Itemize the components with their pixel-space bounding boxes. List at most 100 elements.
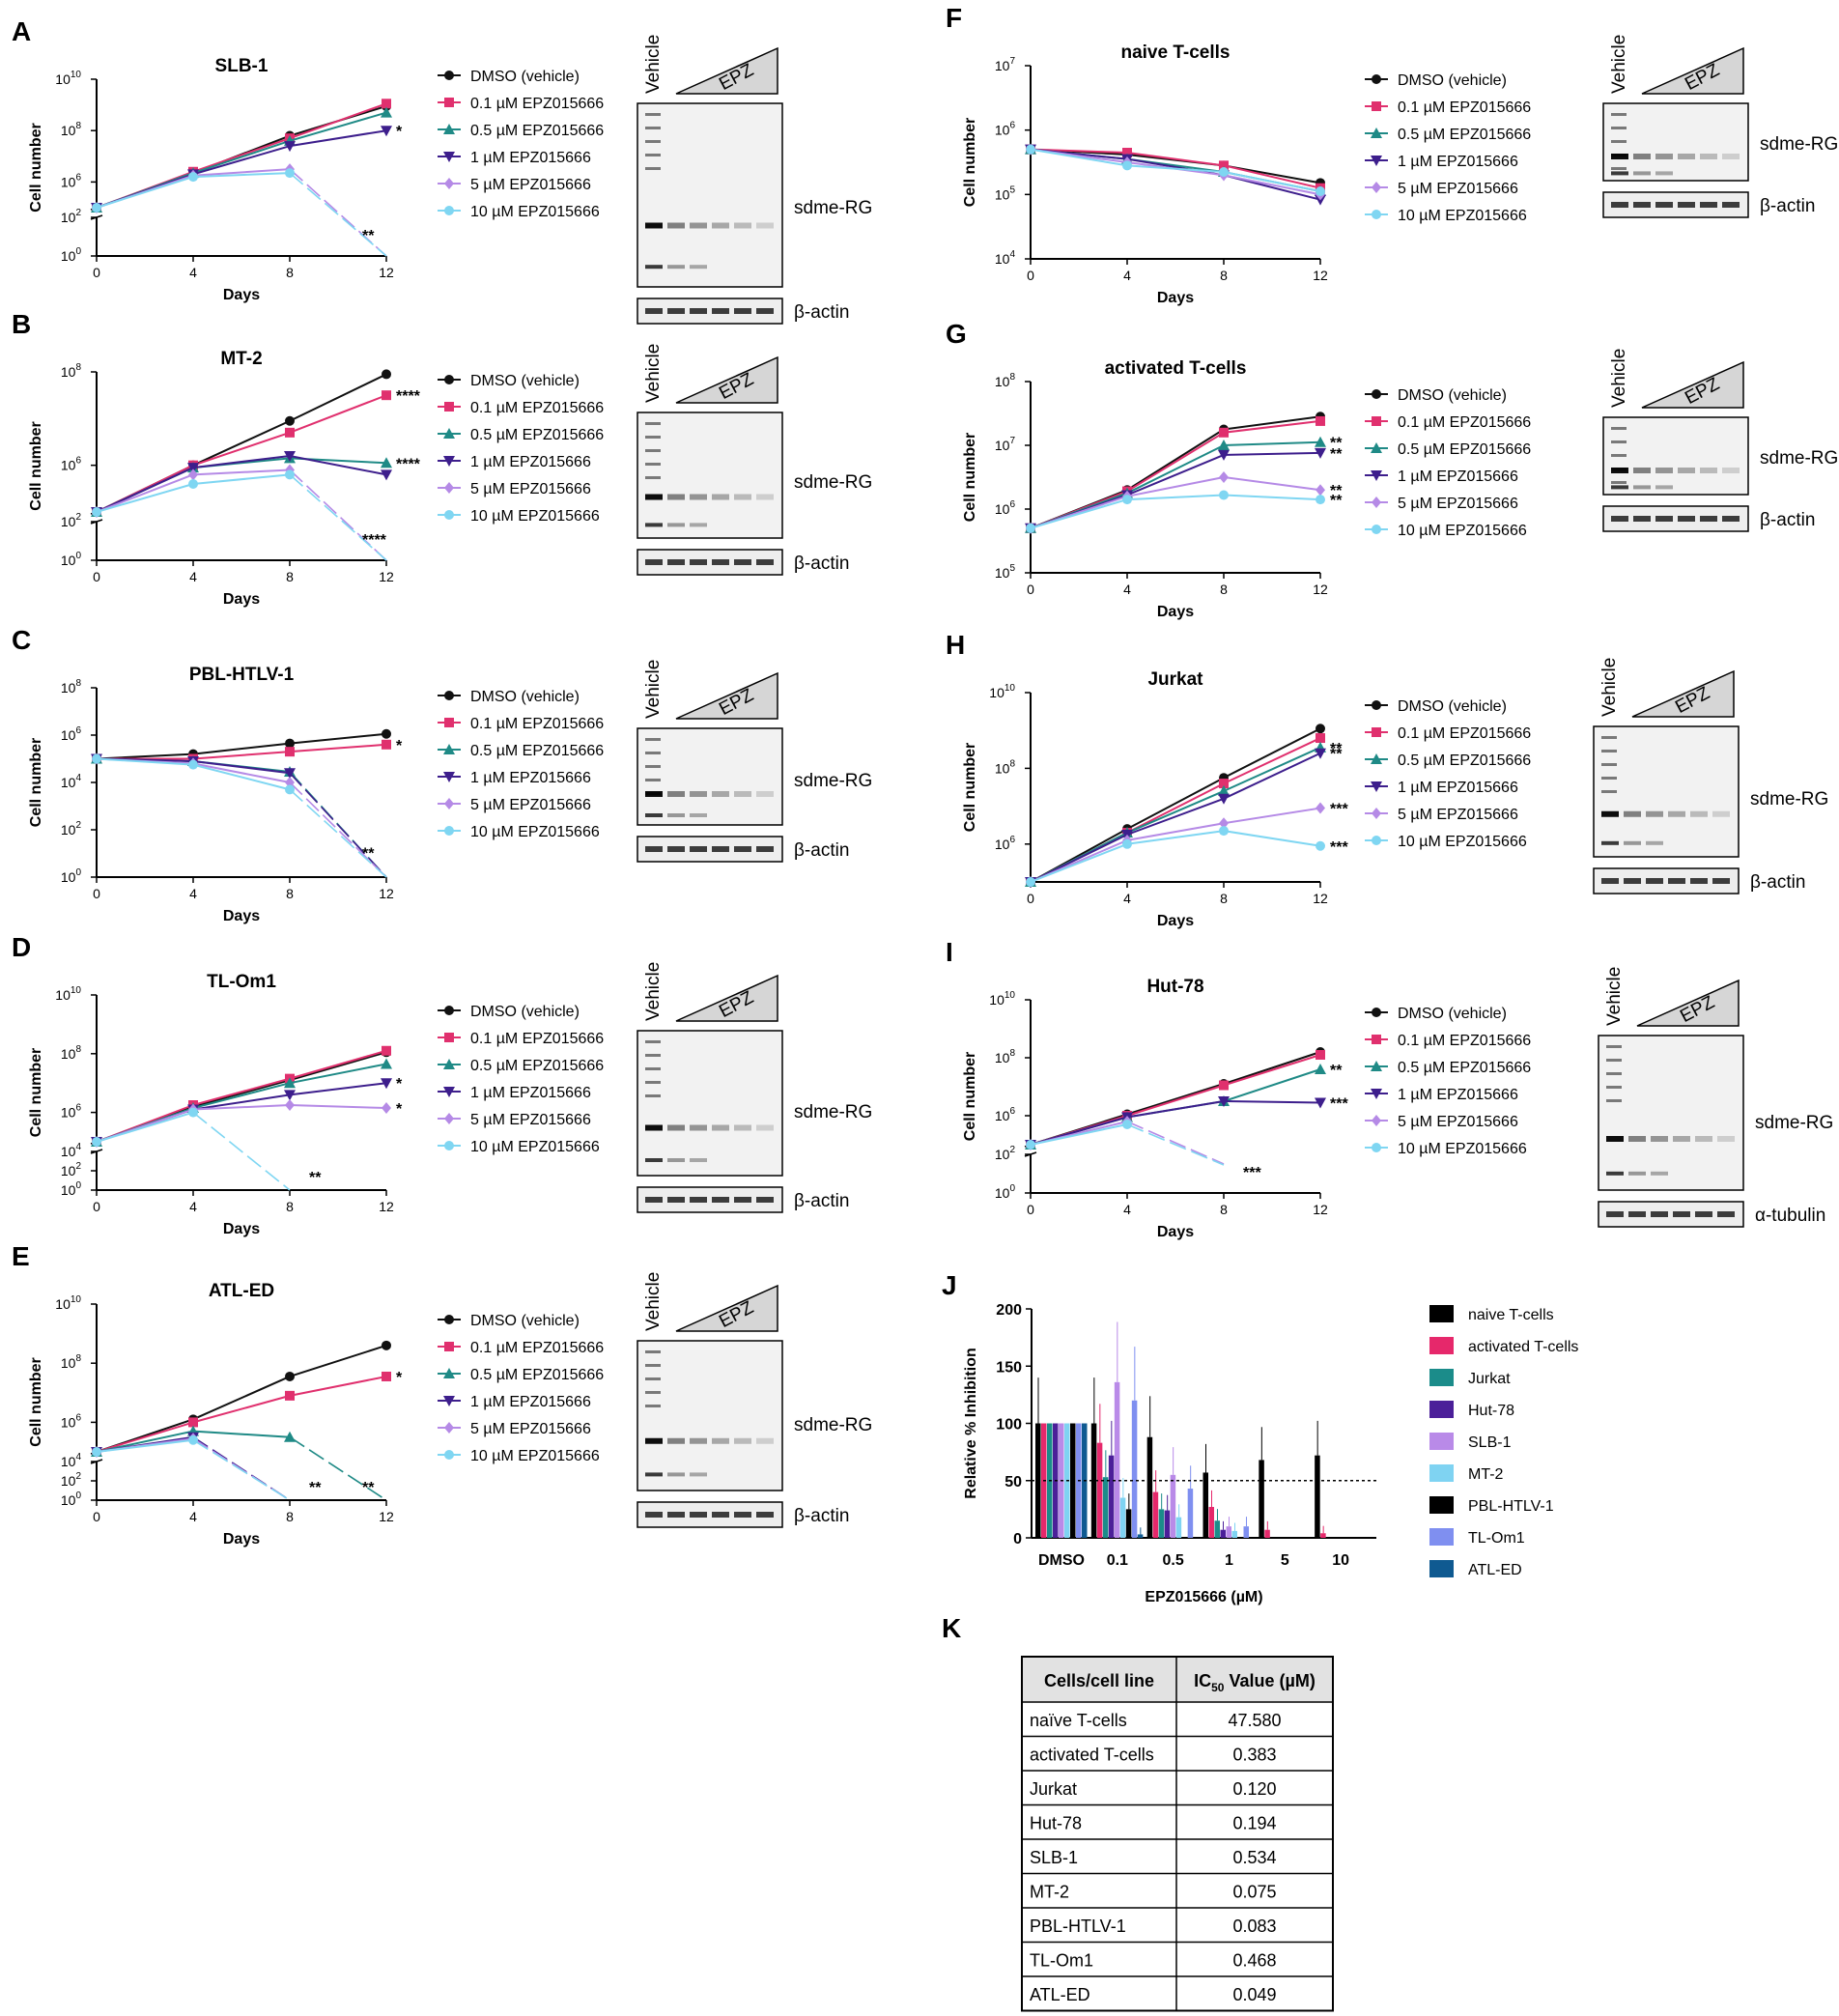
data-point xyxy=(1122,1120,1132,1129)
bar xyxy=(1243,1526,1249,1538)
legend-marker xyxy=(444,206,454,215)
legend-marker xyxy=(1372,525,1381,534)
y-tick-label: 105 xyxy=(995,563,1016,581)
significance-mark: ** xyxy=(309,1480,322,1496)
y-tick-label-exp: 10 xyxy=(71,70,82,80)
blot-band xyxy=(690,494,707,500)
x-tick-label: 4 xyxy=(189,886,197,901)
legend-marker xyxy=(1372,416,1381,426)
legend-swatch xyxy=(1429,1560,1454,1577)
blot-band2-label: β-actin xyxy=(794,1506,849,1526)
legend-swatch xyxy=(1429,1305,1454,1322)
legend-label: DMSO (vehicle) xyxy=(1398,72,1507,89)
blot-band xyxy=(645,1094,661,1097)
legend-label: DMSO (vehicle) xyxy=(470,1313,580,1329)
panel-title: Jurkat xyxy=(1147,669,1203,690)
series-line xyxy=(289,111,387,142)
blot-band xyxy=(645,792,661,795)
y-tick-label-exp: 7 xyxy=(1009,436,1015,446)
blot-control-band xyxy=(734,846,751,852)
table-cell-value: 47.580 xyxy=(1228,1711,1281,1730)
blot-control-band xyxy=(1624,878,1641,884)
blot-band xyxy=(645,127,661,129)
legend-swatch xyxy=(1429,1337,1454,1354)
y-tick-label-base: 10 xyxy=(61,248,76,264)
blot-band xyxy=(1633,468,1651,473)
x-tick-label: 0 xyxy=(1027,1202,1034,1217)
blot-band xyxy=(1633,154,1651,159)
x-axis-label: Days xyxy=(223,1221,260,1237)
y-tick-label: 100 xyxy=(61,551,82,568)
y-axis-label: Cell number xyxy=(28,421,44,510)
legend-marker xyxy=(1371,781,1382,792)
series-line xyxy=(1126,494,1225,501)
table-cell-name: Jurkat xyxy=(1030,1779,1077,1799)
blot-band xyxy=(1611,481,1627,484)
x-tick-label: 0 xyxy=(93,1509,100,1524)
y-tick-label-base: 10 xyxy=(61,553,76,568)
legend-label: activated T-cells xyxy=(1468,1339,1578,1355)
y-tick-label-exp: 8 xyxy=(1009,1048,1015,1059)
y-tick-label-exp: 8 xyxy=(75,1353,81,1364)
significance-mark: ** xyxy=(1330,483,1343,499)
y-tick-label: 100 xyxy=(995,1183,1016,1201)
legend-label: 10 µM EPZ015666 xyxy=(1398,834,1527,850)
y-tick-label: 106 xyxy=(995,499,1016,517)
data-point xyxy=(382,1340,391,1350)
x-tick-label: DMSO xyxy=(1038,1552,1085,1569)
x-tick-label: 0 xyxy=(1027,582,1034,597)
series-line xyxy=(1126,790,1225,834)
blot-band2-label: β-actin xyxy=(794,1191,849,1211)
blot-band xyxy=(645,1437,663,1444)
x-tick-label: 0 xyxy=(93,1199,100,1214)
epz-gradient-wedge xyxy=(675,355,778,404)
y-tick-label: 106 xyxy=(61,172,82,189)
blot-band xyxy=(667,813,685,817)
x-tick-label: 8 xyxy=(286,886,294,901)
data-point xyxy=(188,172,198,183)
blot-band xyxy=(1695,1136,1712,1142)
y-tick-label-base: 10 xyxy=(61,822,76,838)
x-axis-label: Days xyxy=(223,287,260,303)
data-point xyxy=(285,427,295,438)
series-line xyxy=(289,373,387,422)
blot-control-band xyxy=(712,308,729,314)
bar xyxy=(1137,1534,1144,1538)
y-tick-label-exp: 5 xyxy=(1009,563,1015,574)
blot-control-band xyxy=(1611,516,1628,522)
blot-band xyxy=(645,154,661,156)
series-line xyxy=(192,763,291,791)
series-line xyxy=(192,137,291,173)
x-axis-label: Days xyxy=(1157,1224,1194,1240)
y-tick-label-exp: 2 xyxy=(75,1161,81,1172)
x-tick-label: 4 xyxy=(1123,1202,1131,1217)
series-line xyxy=(192,1082,291,1110)
blot-band xyxy=(1678,154,1695,159)
blot-vehicle-label: Vehicle xyxy=(1609,35,1629,94)
blot-band xyxy=(645,779,661,781)
legend-label: DMSO (vehicle) xyxy=(1398,698,1507,715)
series-line xyxy=(289,781,387,878)
x-tick-label: 0 xyxy=(1027,268,1034,283)
legend-marker xyxy=(444,1006,454,1015)
legend-marker xyxy=(444,826,454,836)
legend-label: 0.1 µM EPZ015666 xyxy=(470,400,604,416)
series-line xyxy=(289,129,387,148)
blot-band1-label: sdme-RG xyxy=(794,198,872,218)
legend-marker xyxy=(1372,497,1381,508)
significance-mark: ** xyxy=(362,228,375,244)
blot-band xyxy=(667,523,685,527)
legend-label: 1 µM EPZ015666 xyxy=(470,1085,591,1101)
y-tick-label: 108 xyxy=(61,121,82,138)
series-line xyxy=(289,172,387,257)
blot-band xyxy=(712,494,729,500)
legend-marker xyxy=(1372,210,1381,219)
data-point xyxy=(188,479,198,489)
legend-marker xyxy=(444,1141,454,1150)
blot-band xyxy=(1606,1171,1624,1176)
legend-marker xyxy=(1372,1115,1381,1126)
data-point xyxy=(188,1434,198,1445)
significance-mark: ** xyxy=(362,845,375,862)
legend-label: 0.1 µM EPZ015666 xyxy=(1398,725,1531,742)
blot-band xyxy=(1651,1171,1668,1176)
